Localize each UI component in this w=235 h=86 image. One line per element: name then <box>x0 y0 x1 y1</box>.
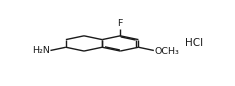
Text: F: F <box>118 19 123 28</box>
Text: H₂N: H₂N <box>32 46 50 55</box>
Text: HCl: HCl <box>185 38 203 48</box>
Text: OCH₃: OCH₃ <box>155 47 180 56</box>
